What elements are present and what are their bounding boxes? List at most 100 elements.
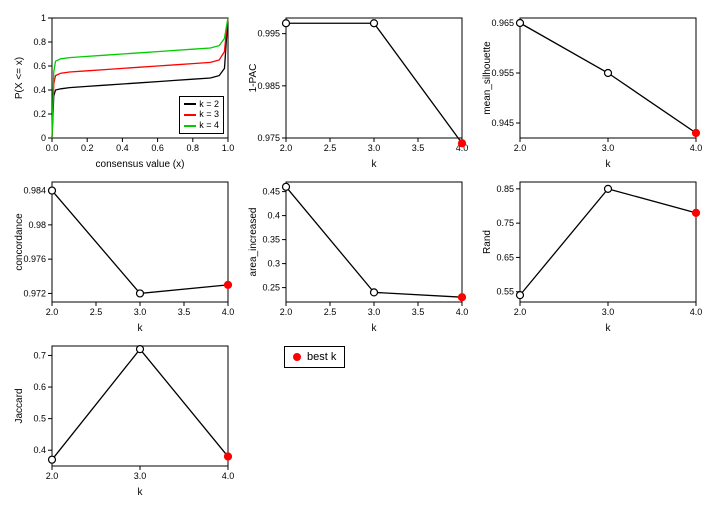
svg-text:k: k [372, 159, 378, 170]
svg-text:2.0: 2.0 [46, 471, 59, 481]
cdf-legend: k = 2k = 3k = 4 [179, 96, 224, 134]
svg-text:P(X <= x): P(X <= x) [14, 57, 25, 99]
legend-label: k = 2 [199, 99, 219, 110]
svg-text:0.4: 0.4 [33, 85, 46, 95]
svg-text:k: k [606, 323, 612, 334]
svg-text:3.0: 3.0 [602, 307, 615, 317]
legend-label: k = 3 [199, 109, 219, 120]
svg-text:0.972: 0.972 [23, 288, 46, 298]
metric-svg-jaccard: 2.0 3.0 4.0 0.4 0.5 0.6 0.7 k Jaccard [10, 338, 236, 498]
svg-text:0.98: 0.98 [28, 220, 46, 230]
svg-text:0.4: 0.4 [116, 143, 129, 153]
best-k-legend: best k [284, 346, 345, 368]
svg-text:3.0: 3.0 [368, 307, 381, 317]
svg-text:2.0: 2.0 [514, 143, 527, 153]
svg-text:mean_silhouette: mean_silhouette [482, 41, 493, 115]
svg-text:k: k [138, 487, 144, 498]
metric-panel-concordance: 2.0 2.5 3.0 3.5 4.0 0.972 0.976 0.98 0.984 k conco… [10, 174, 236, 334]
svg-text:0.4: 0.4 [33, 445, 46, 455]
cdf-panel: 0.0 0.2 0.4 0.6 0.8 1.0 0 0.2 0.4 0.6 0.8 1 consensu… [10, 10, 236, 170]
metric-svg-rand: 2.0 3.0 4.0 0.55 0.65 0.75 0.85 k Rand [478, 174, 704, 334]
svg-text:Jaccard: Jaccard [14, 388, 25, 423]
svg-text:3.5: 3.5 [412, 307, 425, 317]
metric-panel-jaccard: 2.0 3.0 4.0 0.4 0.5 0.6 0.7 k Jaccard [10, 338, 236, 498]
svg-text:0.0: 0.0 [46, 143, 59, 153]
metric-svg-area: 2.0 2.5 3.0 3.5 4.0 0.25 0.3 0.35 0.4 0.45 k area_i… [244, 174, 470, 334]
svg-text:0.955: 0.955 [491, 68, 514, 78]
panel-grid: 0.0 0.2 0.4 0.6 0.8 1.0 0 0.2 0.4 0.6 0.8 1 consensu… [10, 10, 710, 498]
svg-text:0.45: 0.45 [262, 187, 280, 197]
svg-text:0.6: 0.6 [151, 143, 164, 153]
svg-text:0.5: 0.5 [33, 414, 46, 424]
svg-text:Rand: Rand [482, 230, 493, 254]
metric-panel-rand: 2.0 3.0 4.0 0.55 0.65 0.75 0.85 k Rand [478, 174, 704, 334]
svg-text:0.7: 0.7 [33, 350, 46, 360]
legend-item: k = 4 [184, 120, 219, 131]
metric-svg-silhouette: 2.0 3.0 4.0 0.945 0.955 0.965 k mean_silhouette [478, 10, 704, 170]
svg-text:0.3: 0.3 [267, 259, 280, 269]
legend-swatch-icon [184, 103, 196, 105]
legend-swatch-icon [184, 114, 196, 116]
svg-text:3.5: 3.5 [178, 307, 191, 317]
svg-text:k: k [372, 323, 378, 334]
svg-text:3.0: 3.0 [134, 471, 147, 481]
svg-text:k: k [138, 323, 144, 334]
svg-text:3.5: 3.5 [412, 143, 425, 153]
svg-text:0.2: 0.2 [81, 143, 94, 153]
svg-text:0.995: 0.995 [257, 29, 280, 39]
svg-text:consensus value (x): consensus value (x) [96, 159, 185, 170]
svg-text:3.0: 3.0 [368, 143, 381, 153]
svg-text:0.35: 0.35 [262, 235, 280, 245]
metric-panel-pac: 2.02.53.03.54.00.9750.9850.995k1-PAC [244, 10, 470, 170]
legend-item: k = 3 [184, 109, 219, 120]
best-k-dot-icon [293, 353, 301, 361]
svg-text:0.85: 0.85 [496, 184, 514, 194]
svg-text:0.8: 0.8 [187, 143, 200, 153]
metric-svg-concordance: 2.0 2.5 3.0 3.5 4.0 0.972 0.976 0.98 0.984 k conco… [10, 174, 236, 334]
svg-text:0.8: 0.8 [33, 37, 46, 47]
svg-text:0.6: 0.6 [33, 61, 46, 71]
legend-swatch-icon [184, 125, 196, 127]
cdf-svg: 0.0 0.2 0.4 0.6 0.8 1.0 0 0.2 0.4 0.6 0.8 1 consensu… [10, 10, 236, 170]
svg-text:0: 0 [41, 133, 46, 143]
svg-text:2.5: 2.5 [324, 307, 337, 317]
svg-text:area_increased: area_increased [248, 208, 259, 277]
svg-text:4.0: 4.0 [222, 307, 235, 317]
svg-text:1: 1 [41, 13, 46, 23]
svg-text:0.975: 0.975 [257, 133, 280, 143]
svg-text:0.6: 0.6 [33, 382, 46, 392]
svg-text:0.945: 0.945 [491, 118, 514, 128]
legend-label: k = 4 [199, 120, 219, 131]
svg-text:2.0: 2.0 [514, 307, 527, 317]
svg-text:0.55: 0.55 [496, 287, 514, 297]
svg-text:0.4: 0.4 [267, 211, 280, 221]
svg-text:0.984: 0.984 [23, 186, 46, 196]
svg-text:4.0: 4.0 [690, 307, 703, 317]
svg-text:3.0: 3.0 [602, 143, 615, 153]
svg-text:0.2: 0.2 [33, 109, 46, 119]
svg-text:4.0: 4.0 [690, 143, 703, 153]
svg-text:0.25: 0.25 [262, 283, 280, 293]
svg-text:1-PAC: 1-PAC [248, 64, 259, 93]
svg-text:2.5: 2.5 [90, 307, 103, 317]
best-k-label: best k [307, 351, 336, 363]
empty-panel [478, 338, 704, 498]
svg-text:k: k [606, 159, 612, 170]
svg-text:2.5: 2.5 [324, 143, 337, 153]
metric-panel-silhouette: 2.0 3.0 4.0 0.945 0.955 0.965 k mean_silhouette [478, 10, 704, 170]
svg-text:4.0: 4.0 [222, 471, 235, 481]
svg-text:0.65: 0.65 [496, 252, 514, 262]
svg-text:0.985: 0.985 [257, 81, 280, 91]
svg-text:0.965: 0.965 [491, 18, 514, 28]
svg-text:4.0: 4.0 [456, 307, 469, 317]
svg-text:2.0: 2.0 [280, 307, 293, 317]
legend-panel: best k [244, 338, 470, 498]
svg-text:concordance: concordance [14, 213, 25, 271]
legend-item: k = 2 [184, 99, 219, 110]
svg-text:0.976: 0.976 [23, 254, 46, 264]
svg-text:2.0: 2.0 [280, 143, 293, 153]
svg-text:3.0: 3.0 [134, 307, 147, 317]
svg-text:0.75: 0.75 [496, 218, 514, 228]
svg-text:2.0: 2.0 [46, 307, 59, 317]
svg-text:1.0: 1.0 [222, 143, 235, 153]
